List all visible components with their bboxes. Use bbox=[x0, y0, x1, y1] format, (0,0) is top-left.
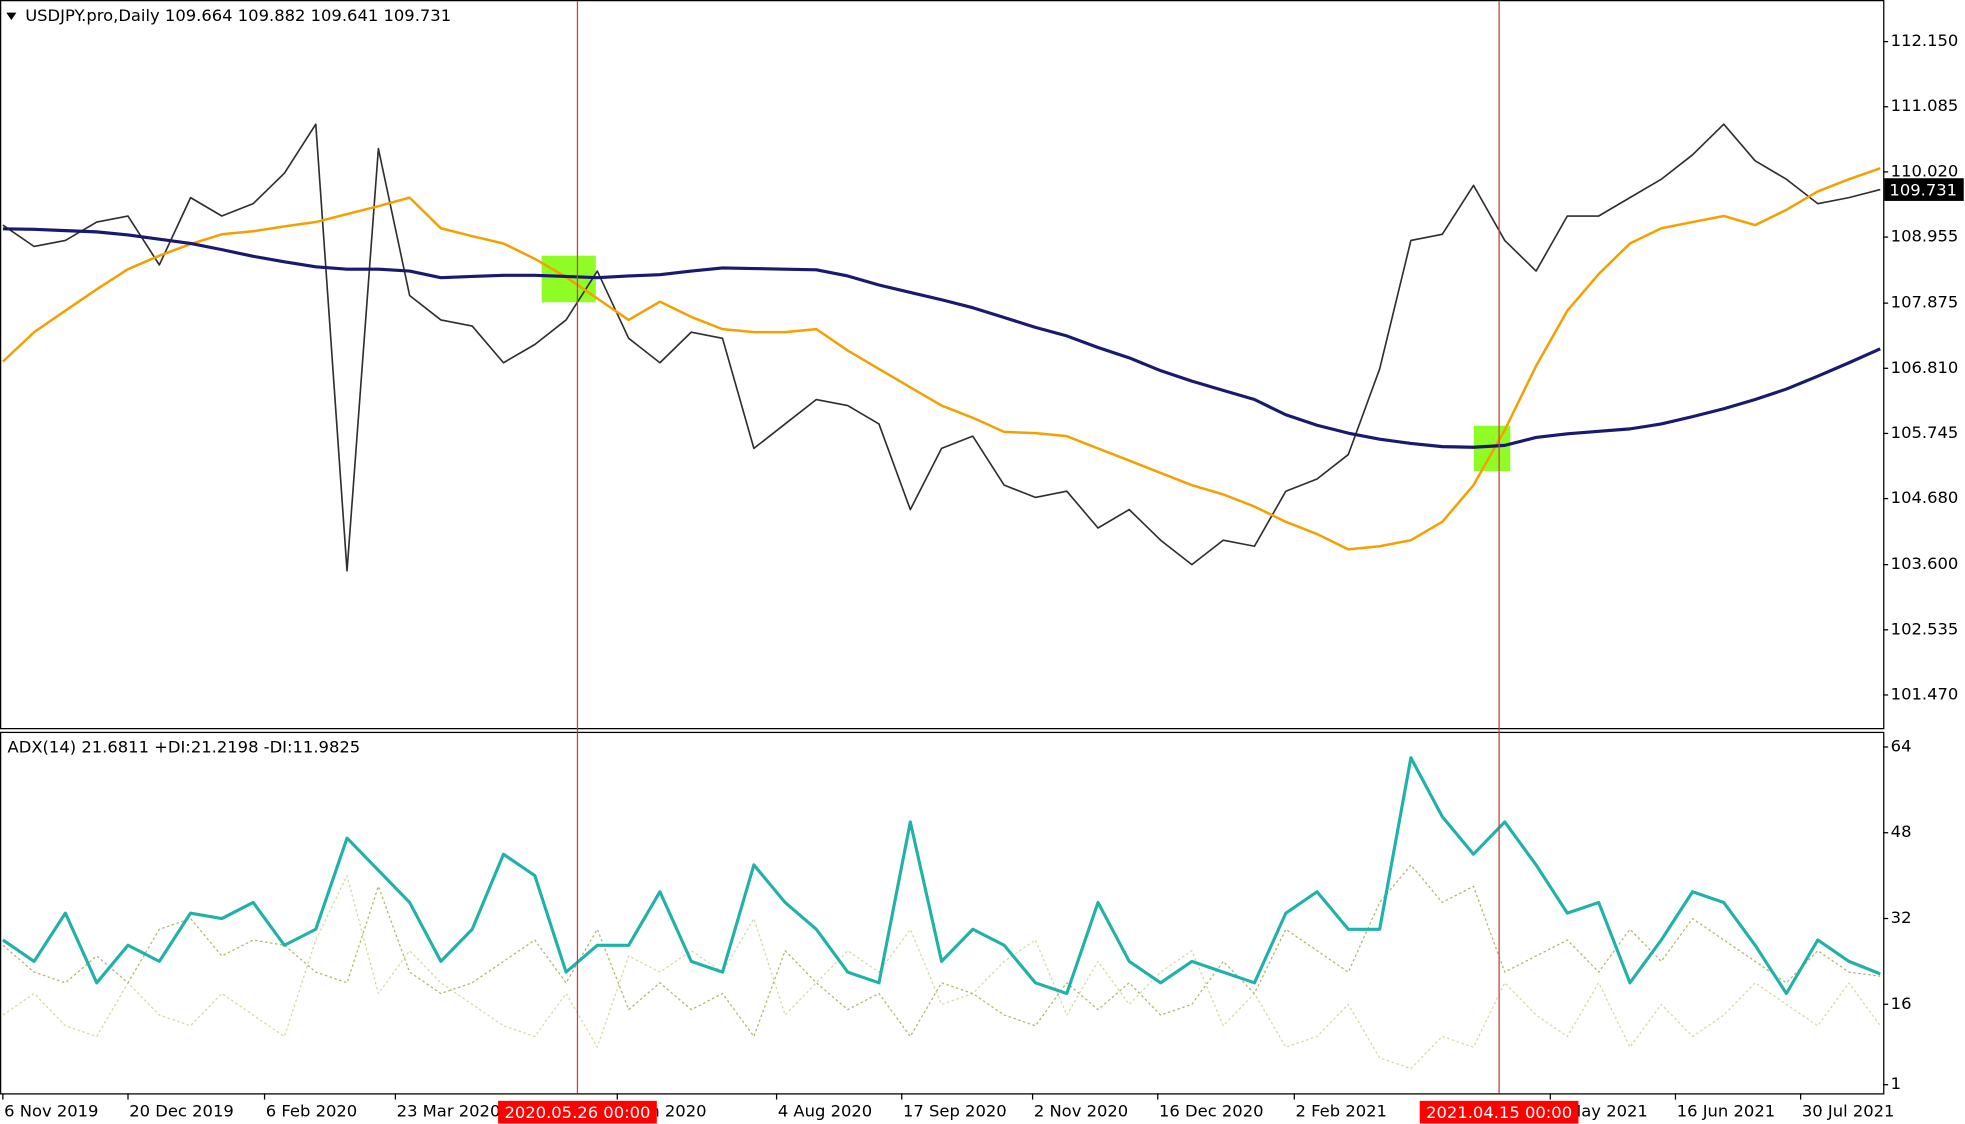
dropdown-icon[interactable] bbox=[6, 12, 17, 21]
time-marker-badge bbox=[498, 1100, 657, 1124]
x-tick-label: 2 Feb 2021 bbox=[1296, 1102, 1387, 1121]
y-tick-label: 16 bbox=[1891, 994, 1912, 1013]
time-marker-label: 2021.04.15 00:00 bbox=[1426, 1103, 1572, 1122]
adx-pane-frame bbox=[0, 731, 1885, 1095]
x-tick-label: 2 Nov 2020 bbox=[1034, 1102, 1128, 1121]
current-price-badge bbox=[1884, 178, 1964, 201]
x-tick-label: 4 Aug 2020 bbox=[778, 1102, 872, 1121]
price-pane-title: USDJPY.pro,Daily 109.664 109.882 109.641… bbox=[25, 6, 451, 25]
x-tick-label: 30 Jul 2021 bbox=[1802, 1102, 1895, 1121]
y-tick-label: 103.600 bbox=[1891, 554, 1959, 573]
adx-pane-title: ADX(14) 21.6811 +DI:21.2198 -DI:11.9825 bbox=[8, 738, 361, 757]
series-line bbox=[2, 756, 1881, 996]
y-tick-label: 110.020 bbox=[1891, 161, 1959, 180]
y-tick-label: 108.955 bbox=[1891, 227, 1959, 246]
series-line bbox=[2, 227, 1881, 449]
x-tick-label: 16 Dec 2020 bbox=[1159, 1102, 1264, 1121]
y-tick-label: 111.085 bbox=[1891, 96, 1959, 115]
series-line bbox=[2, 874, 1881, 1070]
y-tick-label: 48 bbox=[1891, 822, 1912, 841]
y-tick-label: 106.810 bbox=[1891, 358, 1959, 377]
time-marker-label: 2020.05.26 00:00 bbox=[504, 1103, 650, 1122]
x-tick-label: 17 Sep 2020 bbox=[903, 1102, 1007, 1121]
series-line bbox=[2, 167, 1881, 551]
x-tick-label: 6 Nov 2019 bbox=[4, 1102, 98, 1121]
x-tick-label: 20 Dec 2019 bbox=[129, 1102, 234, 1121]
y-tick-label: 32 bbox=[1891, 908, 1912, 927]
y-tick-label: 1 bbox=[1891, 1074, 1901, 1093]
x-tick-label: 23 Mar 2020 bbox=[397, 1102, 501, 1121]
y-tick-label: 101.470 bbox=[1891, 684, 1959, 703]
time-marker-badge bbox=[1419, 1100, 1579, 1124]
x-tick-label: 6 Feb 2020 bbox=[266, 1102, 357, 1121]
y-tick-label: 107.875 bbox=[1891, 293, 1959, 312]
series-line bbox=[2, 864, 1881, 1038]
y-tick-label: 64 bbox=[1891, 736, 1912, 755]
price-pane-frame bbox=[0, 0, 1885, 730]
current-price-label: 109.731 bbox=[1889, 180, 1957, 199]
y-tick-label: 102.535 bbox=[1891, 619, 1959, 638]
y-tick-label: 104.680 bbox=[1891, 488, 1959, 507]
series-line bbox=[2, 123, 1881, 572]
x-tick-label: 16 Jun 2021 bbox=[1677, 1102, 1775, 1121]
y-tick-label: 105.745 bbox=[1891, 423, 1959, 442]
y-tick-label: 112.150 bbox=[1891, 31, 1959, 50]
